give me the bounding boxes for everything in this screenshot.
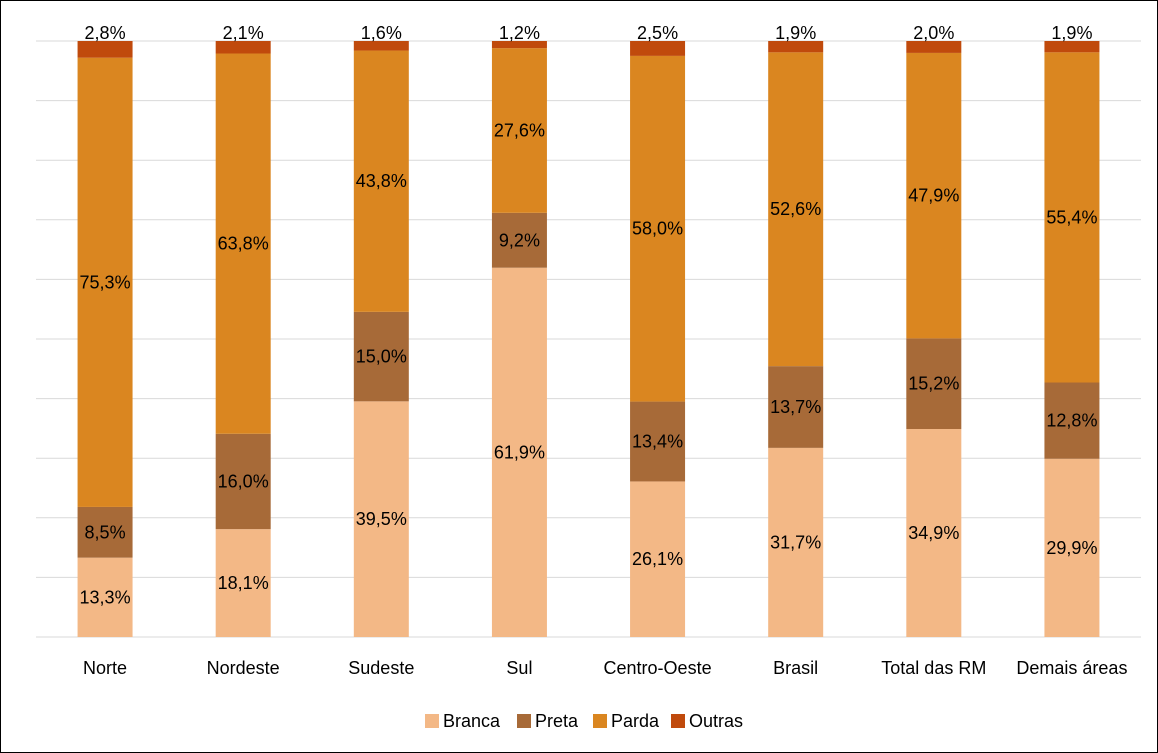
data-label-parda: 55,4% bbox=[1046, 207, 1097, 227]
category-label: Nordeste bbox=[207, 658, 280, 678]
category-label: Sul bbox=[506, 658, 532, 678]
data-label-outras: 1,6% bbox=[361, 23, 402, 43]
data-label-branca: 31,7% bbox=[770, 532, 821, 552]
data-label-outras: 1,9% bbox=[1051, 23, 1092, 43]
data-label-parda: 58,0% bbox=[632, 219, 683, 239]
bar-segment-outras bbox=[78, 41, 133, 58]
legend-label-outras: Outras bbox=[689, 711, 743, 731]
category-label: Demais áreas bbox=[1016, 658, 1127, 678]
bar-segment-outras bbox=[630, 41, 685, 56]
data-label-outras: 2,5% bbox=[637, 23, 678, 43]
data-label-parda: 47,9% bbox=[908, 186, 959, 206]
category-label: Centro-Oeste bbox=[604, 658, 712, 678]
legend: Branca Preta Parda Outras bbox=[425, 711, 743, 731]
data-label-outras: 2,0% bbox=[913, 23, 954, 43]
data-label-branca: 61,9% bbox=[494, 442, 545, 462]
data-label-branca: 29,9% bbox=[1046, 538, 1097, 558]
category-label: Total das RM bbox=[881, 658, 986, 678]
data-label-branca: 34,9% bbox=[908, 523, 959, 543]
category-label: Sudeste bbox=[348, 658, 414, 678]
data-label-preta: 16,0% bbox=[218, 471, 269, 491]
data-label-branca: 13,3% bbox=[80, 587, 131, 607]
category-labels: Norte Nordeste Sudeste Sul Centro-Oeste Brasi… bbox=[83, 658, 1127, 678]
data-label-outras: 1,2% bbox=[499, 23, 540, 43]
data-label-preta: 12,8% bbox=[1046, 411, 1097, 431]
data-label-parda: 75,3% bbox=[80, 272, 131, 292]
data-label-parda: 52,6% bbox=[770, 199, 821, 219]
legend-label-parda: Parda bbox=[611, 711, 660, 731]
gridlines bbox=[36, 41, 1141, 637]
data-label-preta: 15,0% bbox=[356, 347, 407, 367]
legend-label-preta: Preta bbox=[535, 711, 579, 731]
data-label-parda: 43,8% bbox=[356, 171, 407, 191]
data-label-branca: 26,1% bbox=[632, 549, 683, 569]
legend-swatch-preta bbox=[517, 714, 531, 728]
category-label: Norte bbox=[83, 658, 127, 678]
data-label-preta: 13,4% bbox=[632, 432, 683, 452]
data-label-branca: 39,5% bbox=[356, 509, 407, 529]
legend-swatch-parda bbox=[593, 714, 607, 728]
legend-label-branca: Branca bbox=[443, 711, 501, 731]
data-label-parda: 27,6% bbox=[494, 120, 545, 140]
data-label-preta: 13,7% bbox=[770, 397, 821, 417]
data-label-preta: 9,2% bbox=[499, 230, 540, 250]
data-label-outras: 2,1% bbox=[223, 23, 264, 43]
legend-swatch-outras bbox=[671, 714, 685, 728]
legend-swatch-branca bbox=[425, 714, 439, 728]
category-label: Brasil bbox=[773, 658, 818, 678]
data-label-outras: 2,8% bbox=[85, 23, 126, 43]
data-label-branca: 18,1% bbox=[218, 573, 269, 593]
data-label-preta: 15,2% bbox=[908, 374, 959, 394]
data-label-outras: 1,9% bbox=[775, 23, 816, 43]
data-label-preta: 8,5% bbox=[85, 522, 126, 542]
data-label-parda: 63,8% bbox=[218, 234, 269, 254]
